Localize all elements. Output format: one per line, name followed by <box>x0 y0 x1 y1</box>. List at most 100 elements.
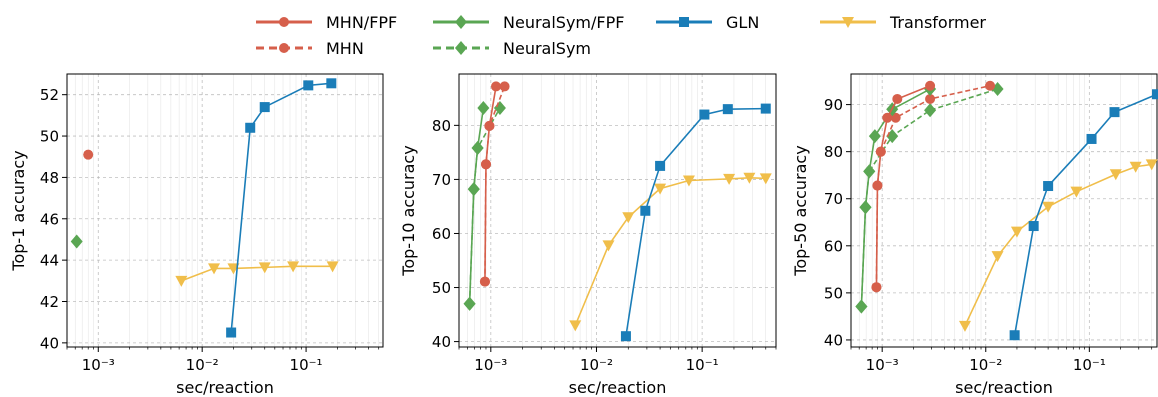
data-point-transformer <box>723 173 736 185</box>
data-point-transformer <box>1010 226 1023 238</box>
data-point-gln <box>1028 221 1039 232</box>
legend-marker-mhn-fpf <box>279 17 289 27</box>
y-tick-label: 48 <box>40 169 59 187</box>
data-point-transformer <box>208 263 221 275</box>
data-point-gln <box>226 327 237 338</box>
legend-label-neuralsym: NeuralSym <box>503 39 591 58</box>
legend-marker-gln <box>679 17 689 27</box>
y-tick-label: 70 <box>432 171 451 189</box>
x-tick-label: 10⁻³ <box>474 356 507 374</box>
data-point-transformer <box>654 183 667 195</box>
data-point-neuralsym-fpf <box>467 182 480 197</box>
data-point-mhn-fpf <box>882 112 893 123</box>
series-layer <box>855 80 1158 341</box>
y-tick-label: 60 <box>432 225 451 243</box>
legend-label-gln: GLN <box>726 13 759 32</box>
y-tick-label: 90 <box>824 96 843 114</box>
legend: MHN/FPF MHN NeuralSym/FPF NeuralSym GLN Trans… <box>256 13 986 58</box>
series-line-gln <box>1013 93 1158 336</box>
data-point-neuralsym <box>493 101 506 116</box>
data-point-transformer <box>1109 169 1122 181</box>
legend-marker-neuralsym <box>455 41 467 55</box>
y-tick-label: 60 <box>824 237 843 255</box>
y-tick-label: 70 <box>824 190 843 208</box>
legend-label-neuralsym-fpf: NeuralSym/FPF <box>503 13 624 32</box>
data-point-gln <box>699 109 710 120</box>
data-point-gln <box>1152 89 1158 100</box>
x-tick-label: 10⁻³ <box>82 356 115 374</box>
data-point-gln <box>303 80 314 91</box>
data-point-transformer <box>326 261 339 273</box>
x-tick-label: 10⁻¹ <box>1073 356 1106 374</box>
data-point-gln <box>1043 181 1054 192</box>
data-point-mhn-fpf <box>872 180 883 191</box>
y-tick-label: 44 <box>40 252 59 270</box>
data-point-transformer <box>287 261 300 273</box>
data-point-gln <box>640 205 651 216</box>
data-point-mhn-fpf <box>925 80 936 91</box>
data-point-gln <box>722 104 733 115</box>
x-axis-label: sec/reaction <box>569 378 667 397</box>
x-tick-label: 10⁻¹ <box>290 356 323 374</box>
y-tick-label: 50 <box>432 279 451 297</box>
y-tick-label: 80 <box>824 143 843 161</box>
y-tick-label: 50 <box>824 284 843 302</box>
data-point-transformer <box>622 212 635 224</box>
series-line-mhn-fpf <box>484 86 497 282</box>
data-point-gln <box>655 160 666 171</box>
data-point-mhn-fpf <box>871 282 882 293</box>
data-point-neuralsym-fpf <box>477 101 490 116</box>
data-point-gln <box>620 331 631 342</box>
x-tick-label: 10⁻¹ <box>686 356 719 374</box>
series-layer <box>463 81 772 342</box>
data-point-neuralsym-fpf <box>868 129 881 144</box>
y-axis-label: Top-50 accuracy <box>791 145 810 276</box>
data-point-gln <box>245 122 256 133</box>
x-axis-label: sec/reaction <box>955 378 1053 397</box>
x-tick-label: 10⁻² <box>969 356 1002 374</box>
y-tick-label: 42 <box>40 293 59 311</box>
plot-frame <box>458 73 777 348</box>
plot-frame <box>850 73 1158 348</box>
data-point-mhn-fpf <box>479 276 490 287</box>
x-tick-label: 10⁻² <box>186 356 219 374</box>
data-point-transformer <box>682 175 695 187</box>
data-point-transformer <box>958 320 971 332</box>
data-point-gln <box>1109 107 1120 118</box>
panel-top-50: 10⁻³ 10⁻² 10⁻¹ 40 50 60 70 80 90 sec/reaction Top-… <box>791 73 1158 397</box>
y-axis-label: Top-10 accuracy <box>399 145 418 276</box>
panel-top-1: 10⁻³ 10⁻² 10⁻¹ 40 42 44 46 48 50 52 sec/reaction To… <box>9 73 384 397</box>
series-layer <box>70 78 339 338</box>
data-point-transformer <box>602 240 615 252</box>
series-line-gln <box>625 107 766 337</box>
series-line-mhn-fpf <box>875 85 931 288</box>
plot-frame <box>66 73 384 348</box>
data-point-neuralsym-fpf <box>863 164 876 179</box>
y-axis-label: Top-1 accuracy <box>9 150 28 271</box>
data-point-gln <box>1086 133 1097 144</box>
data-point-mhn <box>925 93 936 104</box>
data-point-transformer <box>759 173 772 185</box>
data-point-mhn-fpf <box>480 159 491 170</box>
data-point-gln <box>259 102 270 113</box>
panel-top-10: 10⁻³ 10⁻² 10⁻¹ 40 50 60 70 80 sec/reaction Top-10… <box>399 73 777 397</box>
y-tick-label: 40 <box>40 334 59 352</box>
y-tick-label: 52 <box>40 86 59 104</box>
data-point-transformer <box>1070 186 1083 198</box>
data-point-transformer <box>991 251 1004 263</box>
series-line-neuralsym-fpf <box>468 107 485 304</box>
legend-marker-transformer <box>842 17 854 28</box>
data-point-mhn-fpf <box>491 81 502 92</box>
data-point-mhn-fpf <box>892 93 903 104</box>
data-point-gln <box>760 103 771 114</box>
series-line-transformer <box>181 265 333 282</box>
data-point-gln <box>326 78 337 89</box>
x-axis-label: sec/reaction <box>176 378 274 397</box>
data-point-transformer <box>1042 201 1055 213</box>
data-point-mhn <box>985 80 996 91</box>
data-point-mhn-fpf <box>83 149 94 160</box>
y-tick-label: 40 <box>432 333 451 351</box>
data-point-mhn-fpf <box>875 146 886 157</box>
legend-label-mhn-fpf: MHN/FPF <box>326 13 397 32</box>
data-point-transformer <box>227 263 240 275</box>
